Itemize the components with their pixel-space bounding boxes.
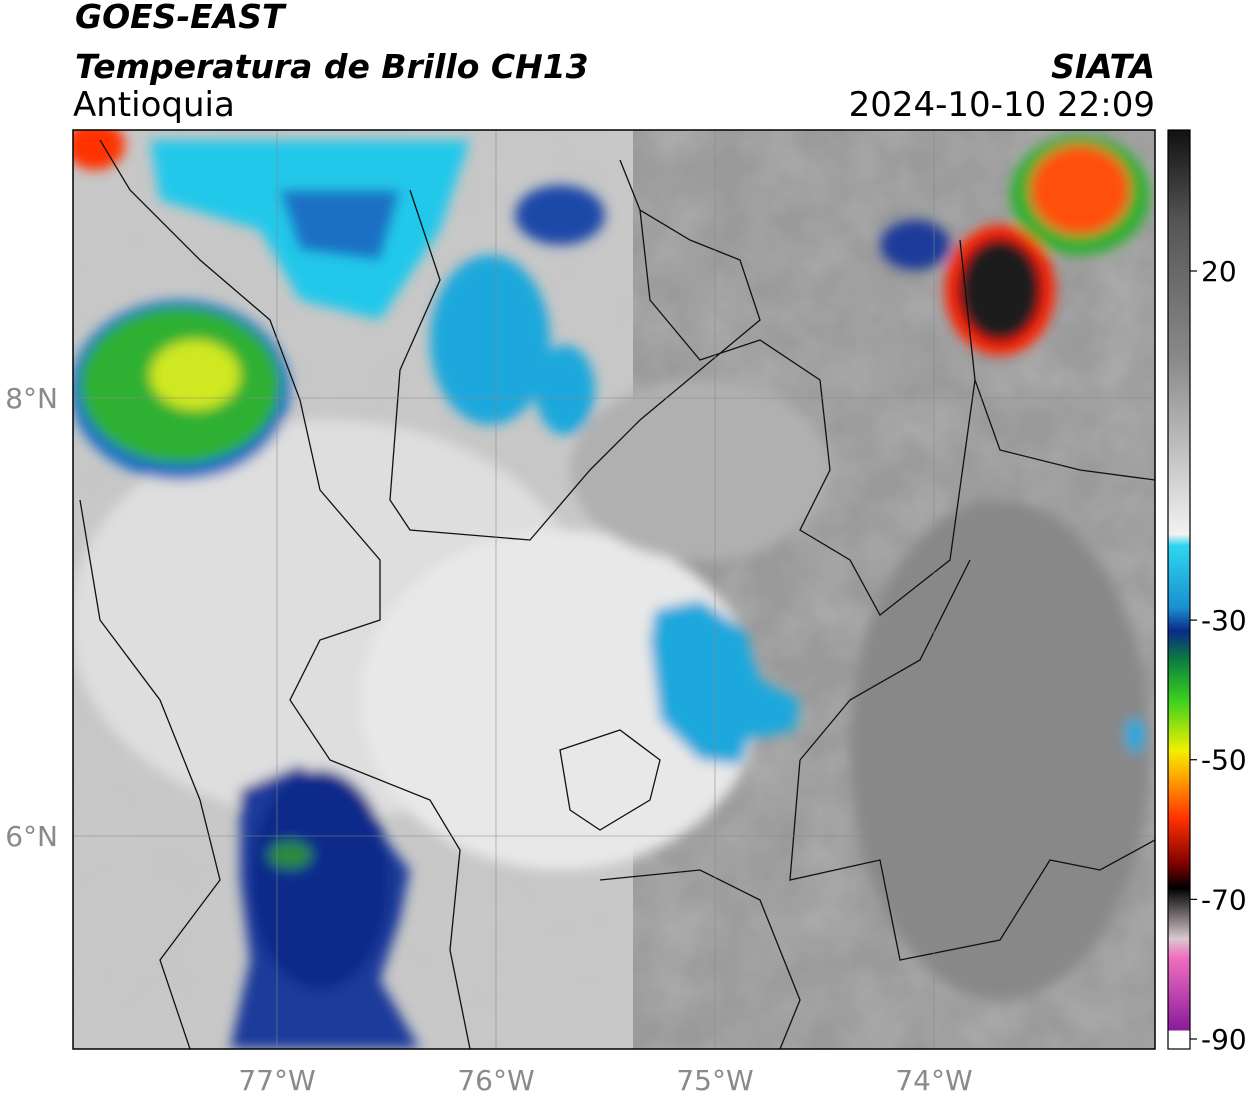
satellite-title: GOES-EAST — [75, 0, 287, 36]
map-imagery — [73, 130, 1155, 1049]
lon-label: 76°W — [457, 1064, 534, 1097]
source: SIATA — [1051, 47, 1155, 86]
lon-label: 77°W — [238, 1064, 315, 1097]
region: Antioquia — [73, 85, 235, 125]
colorbar-label: -30 — [1201, 604, 1247, 637]
colorbar-label: -50 — [1201, 744, 1247, 777]
colorbar — [1167, 129, 1191, 1050]
colorbar-label: -70 — [1201, 883, 1247, 916]
lon-label: 75°W — [676, 1064, 753, 1097]
map-frame — [72, 129, 1156, 1050]
product-title: Temperatura de Brillo CH13 — [75, 47, 589, 86]
lat-label: 8°N — [5, 382, 58, 415]
colorbar-label: -90 — [1201, 1023, 1247, 1056]
lon-label: 74°W — [895, 1064, 972, 1097]
colorbar-label: 20 — [1201, 255, 1237, 288]
timestamp: 2024-10-10 22:09 — [849, 85, 1155, 125]
lat-label: 6°N — [5, 820, 58, 853]
